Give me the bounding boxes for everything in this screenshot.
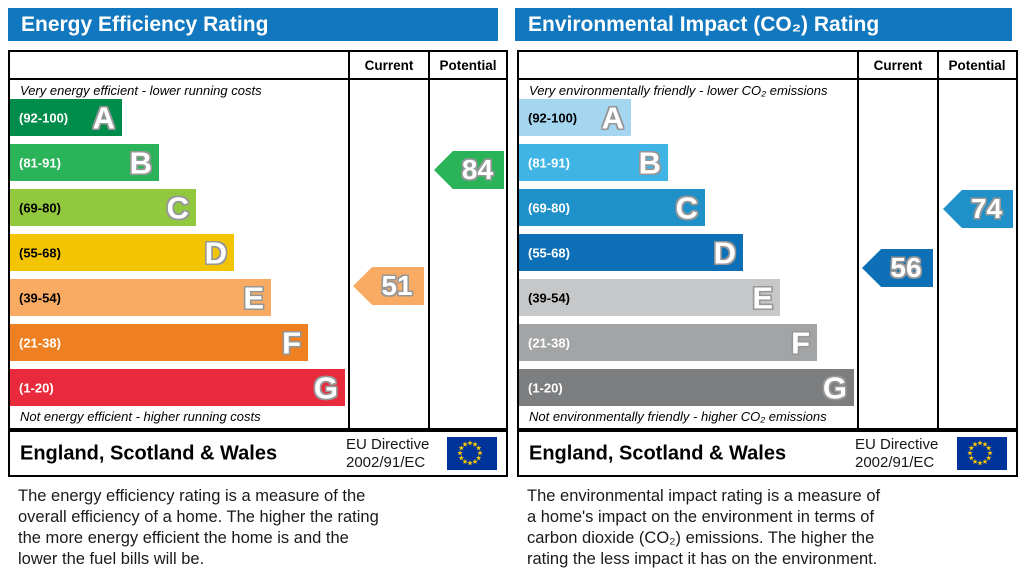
band-range: (55-68) [528, 245, 570, 260]
panel-description: The environmental impact rating is a mea… [527, 486, 880, 570]
table-header-row [519, 52, 1016, 80]
description-line: The environmental impact rating is a mea… [527, 487, 881, 505]
eu-directive-line2: 2002/91/EC [346, 453, 426, 471]
rating-table: Current Potential Very environmentally f… [517, 50, 1018, 430]
band-e: (39-54) E [519, 279, 780, 316]
band-range: (69-80) [19, 200, 61, 215]
band-letter: C [675, 190, 698, 225]
band-letter: F [282, 325, 301, 360]
panel-title: Environmental Impact (CO₂) Rating [528, 13, 880, 36]
description-line: carbon dioxide (CO₂) emissions. The high… [527, 529, 875, 547]
band-letter: C [166, 190, 189, 225]
band-letter: F [791, 325, 810, 360]
description-line: rating the less impact it has on the env… [527, 550, 878, 568]
potential-value: 74 [970, 193, 1003, 224]
eu-flag-icon [957, 437, 1007, 470]
eu-directive-label: EU Directive 2002/91/EC [346, 436, 429, 471]
band-range: (21-38) [19, 335, 61, 350]
potential-value: 84 [461, 154, 494, 185]
top-caption: Very environmentally friendly - lower CO… [529, 83, 828, 98]
band-range: (55-68) [19, 245, 61, 260]
panel-description: The energy efficiency rating is a measur… [18, 486, 379, 570]
current-value: 51 [381, 270, 413, 301]
band-letter: A [92, 100, 115, 135]
band-e: (39-54) E [10, 279, 271, 316]
band-letter: D [204, 235, 227, 270]
band-letter: A [601, 100, 624, 135]
band-range: (39-54) [19, 290, 61, 305]
band-range: (1-20) [19, 380, 54, 395]
region-label: England, Scotland & Wales [529, 442, 787, 464]
band-range: (21-38) [528, 335, 570, 350]
potential-column-header: Potential [948, 57, 1006, 73]
band-range: (39-54) [528, 290, 570, 305]
column-divider [348, 52, 350, 428]
band-letter: B [638, 145, 661, 180]
band-f: (21-38) F [519, 324, 817, 361]
bottom-caption: Not energy efficient - higher running co… [20, 409, 261, 424]
description-line: lower the fuel bills will be. [18, 550, 205, 568]
footer-bar: England, Scotland & Wales EU Directive 2… [517, 430, 1018, 477]
panel-title: Energy Efficiency Rating [21, 13, 269, 36]
band-b: (81-91) B [10, 144, 159, 181]
region-label: England, Scotland & Wales [20, 442, 278, 464]
table-header-row [10, 52, 506, 80]
rating-table: Current Potential Very energy efficient … [8, 50, 508, 430]
band-d: (55-68) D [519, 234, 743, 271]
band-c: (69-80) C [10, 189, 196, 226]
column-divider [428, 52, 430, 428]
band-letter: E [752, 280, 773, 315]
band-letter: D [713, 235, 736, 270]
band-f: (21-38) F [10, 324, 308, 361]
eu-flag-icon [447, 437, 497, 470]
band-range: (81-91) [528, 155, 570, 170]
top-caption: Very energy efficient - lower running co… [20, 83, 262, 98]
environmental-impact-panel: Environmental Impact (CO₂) Rating Curren… [515, 0, 1024, 570]
band-letter: G [822, 370, 847, 405]
description-line: a home's impact on the environment in te… [527, 508, 875, 526]
band-c: (69-80) C [519, 189, 705, 226]
band-range: (92-100) [19, 110, 69, 125]
panel-title-bar: Environmental Impact (CO₂) Rating [515, 8, 1012, 41]
current-column-header: Current [364, 57, 414, 73]
column-divider [937, 52, 939, 428]
potential-column-header: Potential [439, 57, 497, 73]
band-range: (69-80) [528, 200, 570, 215]
description-line: The energy efficiency rating is a measur… [18, 487, 366, 505]
panel-title-bar: Energy Efficiency Rating [8, 8, 498, 41]
band-letter: G [313, 370, 338, 405]
band-range: (1-20) [528, 380, 563, 395]
eu-directive-line1: EU Directive [346, 436, 430, 453]
band-range: (92-100) [528, 110, 578, 125]
band-a: (92-100) A [519, 99, 631, 136]
bottom-caption: Not environmentally friendly - higher CO… [529, 409, 827, 424]
current-value: 56 [890, 252, 922, 283]
band-letter: B [129, 145, 152, 180]
bands-area: (92-100) A (81-91) B (69-80) C (55-68) D (39-54)… [10, 52, 348, 428]
eu-directive-line2: 2002/91/EC [855, 453, 935, 471]
eu-directive-line1: EU Directive [855, 436, 939, 453]
band-d: (55-68) D [10, 234, 234, 271]
energy-efficiency-panel: Energy Efficiency Rating Current Potenti… [8, 0, 518, 570]
band-a: (92-100) A [10, 99, 122, 136]
band-b: (81-91) B [519, 144, 668, 181]
description-line: the more energy efficient the home is an… [18, 529, 349, 547]
footer-bar: England, Scotland & Wales EU Directive 2… [8, 430, 508, 477]
band-g: (1-20) G [10, 369, 345, 406]
band-g: (1-20) G [519, 369, 854, 406]
eu-directive-label: EU Directive 2002/91/EC [855, 436, 938, 471]
band-letter: E [243, 280, 264, 315]
band-range: (81-91) [19, 155, 61, 170]
bands-area: (92-100) A (81-91) B (69-80) C (55-68) D (39-54)… [519, 52, 857, 428]
current-column-header: Current [873, 57, 923, 73]
description-line: overall efficiency of a home. The higher… [18, 508, 379, 526]
column-divider [857, 52, 859, 428]
